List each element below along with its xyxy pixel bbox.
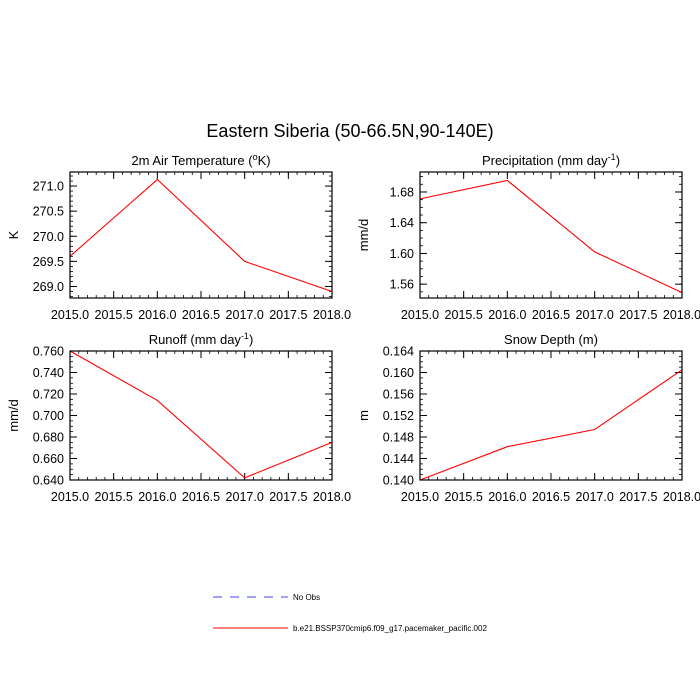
panel-title: Precipitation (mm day-1): [482, 152, 620, 168]
y-axis-label: mm/d: [6, 399, 21, 432]
panel-4: 2015.0 2015.5 2016.0 2016.5 2017.0 2017.5 2018…: [356, 332, 700, 504]
y-tick-label: 0.156: [383, 388, 414, 402]
x-tick-label: 2017.5: [619, 308, 657, 322]
y-tick-label: 1.60: [390, 247, 414, 261]
x-tick-label: 2016.0: [488, 308, 526, 322]
y-tick-label: 270.5: [33, 205, 64, 219]
x-tick-label: 2015.0: [51, 308, 89, 322]
x-tick-label: 2017.5: [269, 490, 307, 504]
x-tick-label: 2018.0: [663, 490, 700, 504]
x-tick-label: 2018.0: [313, 308, 351, 322]
legend-item: b.e21.BSSP370cmip6.f09_g17.pacemaker_pac…: [213, 624, 487, 633]
y-tick-label: 0.160: [383, 366, 414, 380]
y-axis-label: mm/d: [356, 219, 371, 252]
legend: No Obs b.e21.BSSP370cmip6.f09_g17.pacemak…: [213, 593, 487, 633]
series-line: [69, 178, 333, 292]
y-tick-label: 0.148: [383, 431, 414, 445]
series-line: [419, 179, 683, 294]
y-axis-label: m: [356, 410, 371, 421]
y-tick-label: 1.56: [390, 278, 414, 292]
x-tick-label: 2016.0: [138, 308, 176, 322]
legend-label: b.e21.BSSP370cmip6.f09_g17.pacemaker_pac…: [293, 624, 487, 633]
y-tick-label: 0.700: [33, 409, 64, 423]
y-tick-label: 0.660: [33, 452, 64, 466]
panel-title: 2m Air Temperature (oK): [131, 152, 270, 168]
x-tick-label: 2018.0: [663, 308, 700, 322]
y-tick-label: 0.760: [33, 345, 64, 359]
y-tick-label: 1.68: [390, 185, 414, 199]
panel-2: 2015.0 2015.5 2016.0 2016.5 2017.0 2017.5 2018…: [356, 152, 700, 322]
y-tick-label: 269.0: [33, 280, 64, 294]
x-tick-label: 2016.5: [182, 490, 220, 504]
x-tick-label: 2015.5: [95, 308, 133, 322]
plot-frame: [69, 171, 333, 299]
y-tick-label: 0.740: [33, 366, 64, 380]
x-tick-label: 2015.5: [445, 308, 483, 322]
x-tick-label: 2016.5: [532, 490, 570, 504]
y-tick-label: 0.152: [383, 409, 414, 423]
x-tick-label: 2017.0: [576, 308, 614, 322]
x-tick-label: 2017.5: [619, 490, 657, 504]
x-tick-label: 2015.0: [401, 308, 439, 322]
y-tick-label: 271.0: [33, 180, 64, 194]
y-tick-label: 269.5: [33, 255, 64, 269]
x-tick-label: 2015.5: [445, 490, 483, 504]
x-tick-label: 2017.0: [576, 490, 614, 504]
x-tick-label: 2015.0: [401, 490, 439, 504]
plot-frame: [419, 350, 683, 481]
x-tick-label: 2016.0: [488, 490, 526, 504]
series-line: [69, 350, 333, 479]
x-tick-label: 2017.0: [226, 308, 264, 322]
y-axis-label: K: [6, 230, 21, 239]
y-tick-label: 0.640: [33, 474, 64, 488]
x-tick-label: 2018.0: [313, 490, 351, 504]
panels: 2015.0 2015.5 2016.0 2016.5 2017.0 2017.5 2018…: [6, 152, 700, 504]
y-tick-label: 270.0: [33, 230, 64, 244]
legend-item: No Obs: [213, 593, 320, 602]
series-line: [419, 369, 683, 481]
y-tick-label: 0.720: [33, 388, 64, 402]
y-tick-label: 0.140: [383, 474, 414, 488]
x-tick-label: 2015.5: [95, 490, 133, 504]
panel-title: Runoff (mm day-1): [149, 331, 254, 347]
x-tick-label: 2016.5: [532, 308, 570, 322]
y-tick-label: 0.164: [383, 345, 414, 359]
panel-1: 2015.0 2015.5 2016.0 2016.5 2017.0 2017.5 2018…: [6, 152, 351, 322]
plot-frame: [419, 171, 683, 299]
legend-label: No Obs: [293, 593, 320, 602]
x-tick-label: 2017.5: [269, 308, 307, 322]
y-tick-label: 0.680: [33, 431, 64, 445]
y-tick-label: 1.64: [390, 216, 414, 230]
figure-title: Eastern Siberia (50-66.5N,90-140E): [206, 121, 493, 141]
x-tick-label: 2016.5: [182, 308, 220, 322]
panel-3: 2015.0 2015.5 2016.0 2016.5 2017.0 2017.5 2018…: [6, 331, 351, 504]
x-tick-label: 2015.0: [51, 490, 89, 504]
y-tick-label: 0.144: [383, 452, 414, 466]
plot-frame: [69, 350, 333, 481]
x-tick-label: 2016.0: [138, 490, 176, 504]
x-tick-label: 2017.0: [226, 490, 264, 504]
panel-title: Snow Depth (m): [504, 332, 598, 347]
